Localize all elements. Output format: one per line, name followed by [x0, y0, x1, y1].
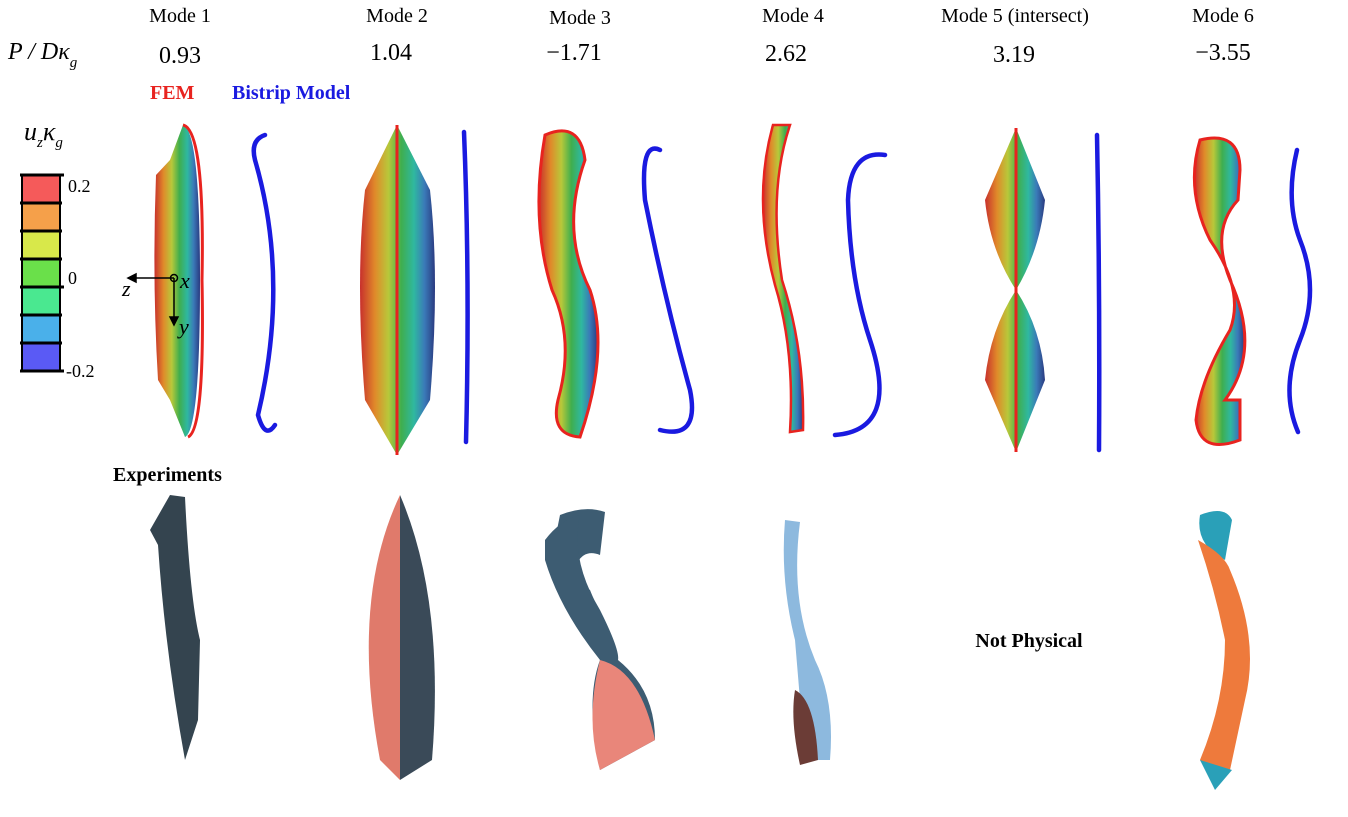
axis-x: x — [179, 268, 190, 293]
mode-load: 3.19 — [993, 42, 1035, 68]
cb-u: u — [24, 117, 37, 146]
mode-title: Mode 5 (intersect) — [941, 5, 1089, 27]
experiment-photos — [150, 495, 1250, 790]
colorbar: uzκg 0.2 0 -0.2 — [20, 117, 95, 381]
cb-swatch — [22, 315, 60, 343]
cb-tick: 0.2 — [68, 176, 91, 196]
mode-load: 2.62 — [765, 41, 807, 67]
section-label: Experiments — [113, 464, 222, 486]
cb-k: κ — [43, 117, 56, 146]
mode-title: Mode 2 — [366, 5, 428, 27]
mode-load: −1.71 — [546, 40, 602, 66]
not-physical: Not Physical — [975, 630, 1083, 652]
mode-title: Mode 4 — [762, 5, 824, 27]
cb-swatch — [22, 203, 60, 231]
legend-bistrip: Bistrip Model — [232, 82, 351, 104]
mode-load: 0.93 — [159, 43, 201, 69]
mode-title: Mode 6 — [1192, 5, 1254, 27]
figure: Mode 1 Mode 2 Mode 3 Mode 4 Mode 5 (inte… — [0, 0, 1348, 817]
cb-k-sub: g — [55, 135, 63, 151]
axis-y: y — [177, 314, 189, 339]
legend-fem: FEM — [150, 82, 195, 104]
row-label: P / Dκg — [7, 39, 78, 71]
cb-swatch — [22, 343, 60, 371]
axis-z: z — [121, 276, 131, 301]
cb-swatch — [22, 175, 60, 203]
cb-tick: -0.2 — [66, 361, 95, 381]
mode-load: 1.04 — [370, 40, 412, 66]
mode-headers: Mode 1 Mode 2 Mode 3 Mode 4 Mode 5 (inte… — [7, 5, 1254, 104]
row-label-main: P / Dκ — [7, 39, 70, 65]
row-label-sub: g — [70, 55, 78, 71]
colorbar-title: uzκg — [24, 117, 63, 151]
cb-swatch — [22, 259, 60, 287]
mode-title: Mode 1 — [149, 5, 211, 27]
mode-load: −3.55 — [1195, 40, 1251, 66]
cb-swatch — [22, 287, 60, 315]
cb-tick: 0 — [68, 268, 77, 288]
mode-title: Mode 3 — [549, 7, 611, 29]
fem-shapes — [154, 125, 1244, 455]
cb-swatch — [22, 231, 60, 259]
